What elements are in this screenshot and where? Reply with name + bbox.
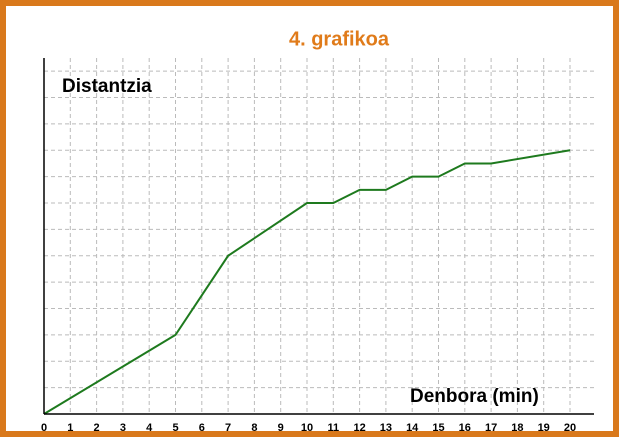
x-tick-label: 18 <box>511 422 523 434</box>
x-tick-label: 3 <box>120 422 126 434</box>
x-tick-label: 5 <box>172 422 178 434</box>
x-tick-label: 1 <box>67 422 73 434</box>
x-tick-label: 9 <box>278 422 284 434</box>
x-tick-label: 6 <box>199 422 205 434</box>
x-tick-label: 12 <box>353 422 365 434</box>
x-tick-label: 20 <box>564 422 576 434</box>
x-tick-label: 11 <box>327 422 339 434</box>
x-axis-label: Denbora (min) <box>410 386 539 407</box>
x-tick-label: 19 <box>538 422 550 434</box>
x-tick-label: 17 <box>485 422 497 434</box>
x-tick-label: 8 <box>251 422 257 434</box>
grid <box>43 58 594 415</box>
x-tick-label: 7 <box>225 422 231 434</box>
x-tick-label: 14 <box>406 422 419 434</box>
x-tick-label: 16 <box>459 422 471 434</box>
chart-title: 4. grafikoa <box>289 28 390 50</box>
line <box>43 149 571 415</box>
x-tick-label: 13 <box>380 422 392 434</box>
x-tick-label: 2 <box>94 422 100 434</box>
x-tick-label: 0 <box>41 422 47 434</box>
x-tick-label: 15 <box>432 422 444 434</box>
x-tick-label: 10 <box>301 422 313 434</box>
x-tick-label: 4 <box>146 422 153 434</box>
y-axis-label: Distantzia <box>62 76 152 97</box>
plot <box>43 149 571 415</box>
